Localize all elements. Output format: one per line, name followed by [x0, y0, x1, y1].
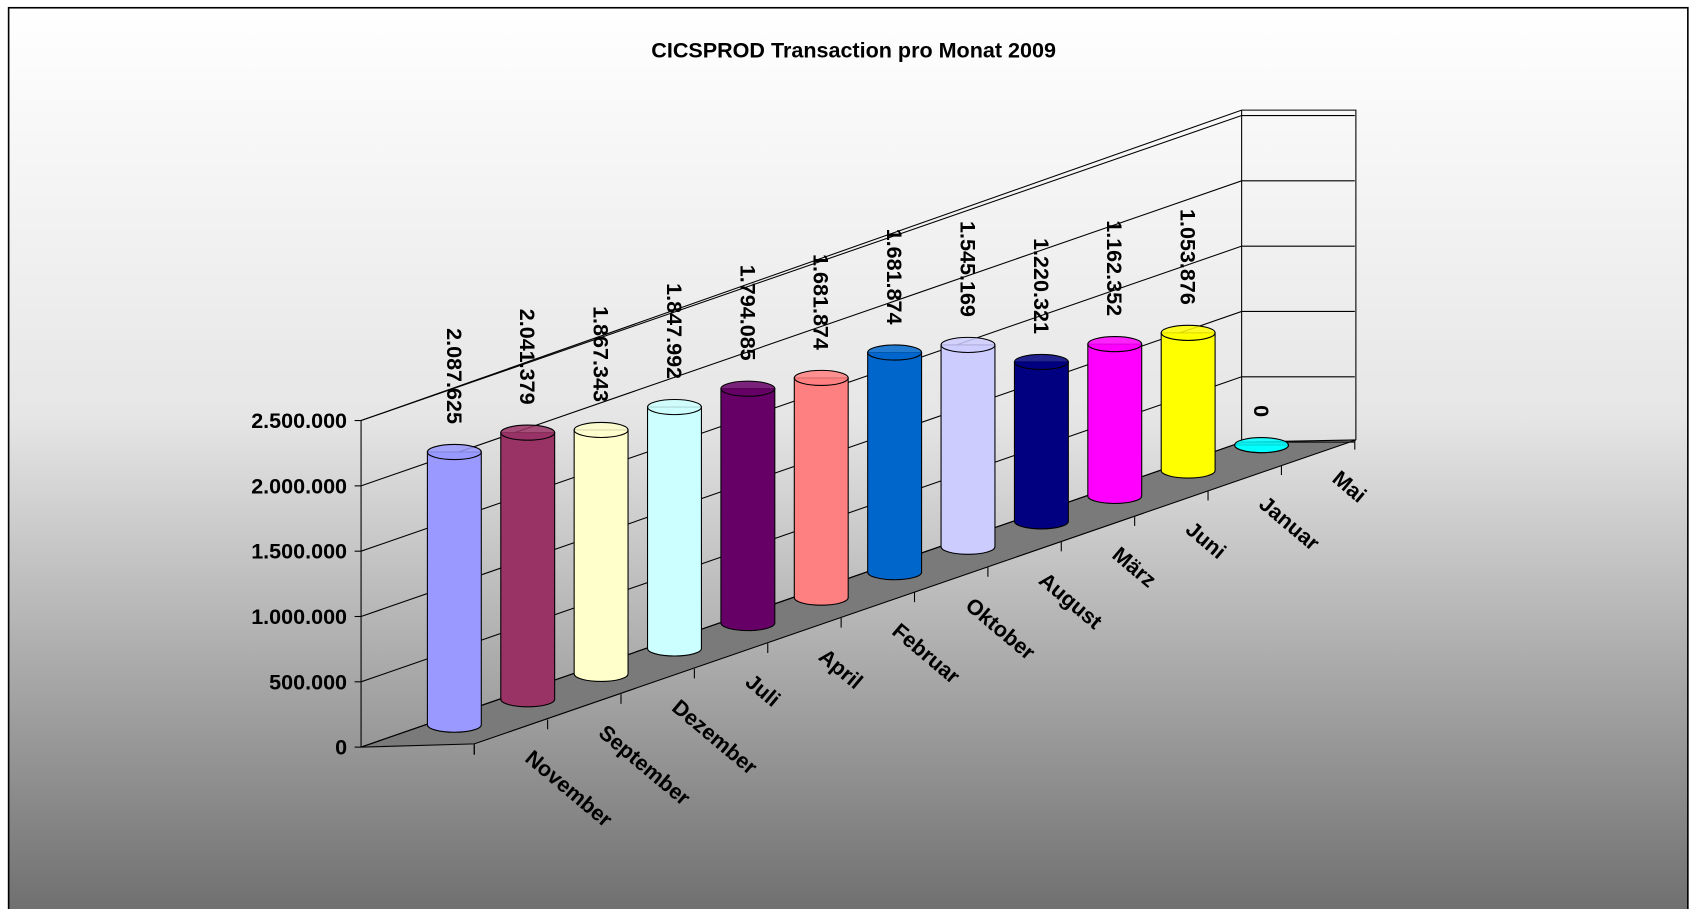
- grid-line: [360, 180, 1355, 487]
- bar: [426, 451, 482, 733]
- bar-top: [500, 424, 556, 441]
- bar: [1087, 343, 1143, 505]
- value-label: 2.087.625: [442, 328, 467, 424]
- value-label: 1.681.874: [882, 229, 907, 325]
- bar: [793, 377, 849, 606]
- y-tick-label: 0: [335, 735, 347, 760]
- y-tick-label: 2.000.000: [251, 473, 347, 498]
- chart-title: CICSPROD Transaction pro Monat 2009: [651, 37, 1056, 62]
- value-label: 1.681.874: [809, 254, 834, 350]
- value-label: 1.162.352: [1102, 220, 1127, 316]
- bar: [646, 406, 702, 657]
- bar: [867, 351, 923, 581]
- bar-top: [426, 443, 482, 461]
- y-tick-label: 1.500.000: [251, 539, 347, 564]
- bar: [1160, 332, 1216, 479]
- y-tick-label: 500.000: [269, 669, 347, 694]
- grid-line: [360, 114, 1355, 422]
- bar: [940, 344, 996, 555]
- value-label: 1.053.876: [1176, 209, 1201, 305]
- value-label: 1.545.169: [955, 221, 980, 317]
- bar: [573, 429, 629, 682]
- value-label: 2.041.379: [515, 309, 540, 405]
- y-tick-label: 1.000.000: [251, 604, 347, 629]
- bar-top: [793, 369, 849, 387]
- bar-top: [646, 398, 702, 416]
- value-label: 1.794.085: [735, 265, 760, 361]
- bar-top: [720, 380, 776, 397]
- y-tick-label: 2.500.000: [251, 408, 347, 433]
- bar-top: [573, 421, 629, 439]
- bar-top: [867, 344, 923, 361]
- bar-top: [1234, 437, 1290, 454]
- bar: [1013, 361, 1069, 530]
- bar-top: [1160, 324, 1216, 341]
- value-label: 1.220.321: [1029, 238, 1054, 334]
- bar-top: [940, 336, 996, 354]
- bar-top: [1013, 353, 1069, 371]
- value-label: 1.867.343: [589, 306, 614, 402]
- value-label: 1.847.992: [662, 283, 687, 379]
- bar: [720, 388, 776, 632]
- value-label: 0: [1249, 405, 1274, 417]
- bar-top: [1087, 336, 1143, 353]
- bar: [500, 432, 556, 708]
